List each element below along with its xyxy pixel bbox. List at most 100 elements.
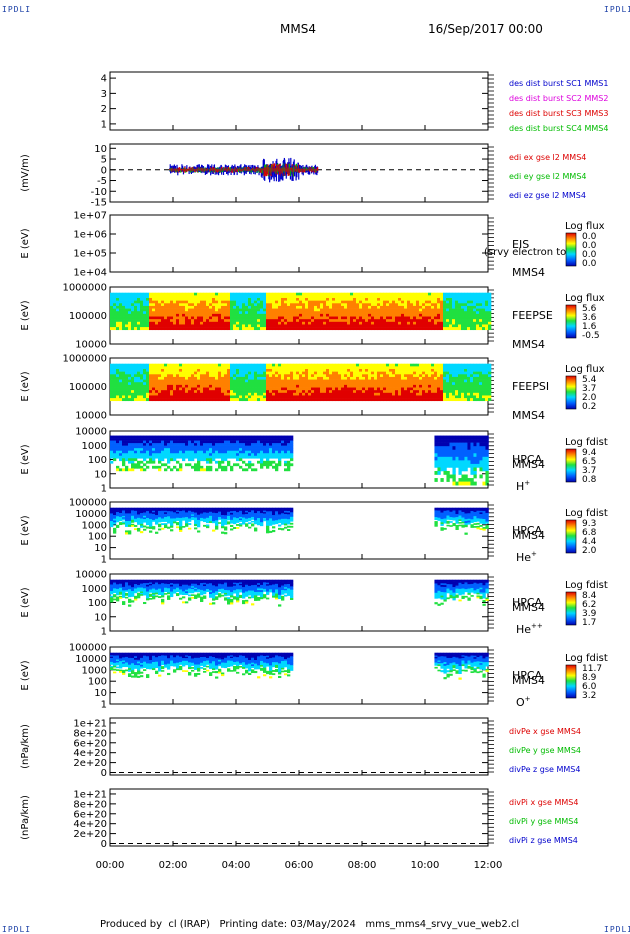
spectrogram-cell — [422, 398, 426, 402]
spectrogram-cell — [116, 387, 120, 391]
plot-title: MMS4 — [280, 22, 316, 36]
spectrogram-cell — [233, 368, 237, 372]
spectrogram-cell — [356, 305, 360, 309]
spectrogram-cell — [287, 395, 291, 399]
spectrogram-cell — [113, 300, 117, 304]
spectrogram-cell — [191, 379, 195, 383]
spectrogram-cell — [410, 392, 414, 396]
spectrogram-cell — [236, 321, 240, 325]
spectrogram-cell — [137, 392, 141, 396]
spectrogram-cell — [248, 374, 252, 378]
spectrogram-cell — [392, 297, 396, 301]
spectrogram-cell — [473, 297, 477, 301]
spectrogram-cell — [374, 305, 378, 309]
spectrogram-cell — [167, 327, 171, 331]
spectrogram-cell — [464, 321, 468, 325]
spectrogram-cell — [146, 390, 150, 394]
spectrogram-cell — [383, 366, 387, 370]
spectrogram-cell — [254, 303, 258, 307]
spectrogram-cell — [128, 300, 132, 304]
spectrogram-cell — [452, 398, 456, 402]
spectrogram-cell — [431, 384, 435, 388]
spectrogram-cell — [455, 392, 459, 396]
spectrogram-cell — [443, 303, 447, 307]
spectrogram-cell — [365, 311, 369, 315]
spectrogram-cell — [470, 387, 474, 391]
spectrogram-cell — [443, 305, 447, 309]
spectrogram-cell — [299, 300, 303, 304]
spectrogram-cell — [248, 387, 252, 391]
spectrogram-cell — [338, 376, 342, 380]
spectrogram-cell — [326, 395, 330, 399]
spectrogram-cell — [278, 392, 282, 396]
spectrogram-cell — [335, 300, 339, 304]
spectrogram-cell — [176, 392, 180, 396]
spectrogram-cell — [128, 455, 132, 459]
spectrogram-cell — [419, 300, 423, 304]
spectrogram-cell — [284, 327, 288, 331]
spectrogram-cell — [302, 398, 306, 402]
spectrogram-cell — [254, 371, 258, 375]
spectrogram-cell — [347, 374, 351, 378]
spectrogram-cell — [395, 379, 399, 383]
spectrogram-cell — [329, 311, 333, 315]
spectrogram-cell — [386, 398, 390, 402]
spectrogram-cell — [440, 292, 444, 296]
spectrogram-cell — [257, 387, 261, 391]
spectrogram-cell — [386, 303, 390, 307]
spectrogram-cell — [185, 311, 189, 315]
spectrogram-cell — [158, 363, 162, 367]
spectrogram-cell — [446, 324, 450, 328]
spectrogram-cell — [122, 327, 126, 331]
spectrogram-cell — [125, 368, 129, 372]
spectrogram-cell — [191, 384, 195, 388]
spectrogram-cell — [167, 311, 171, 315]
spectrogram-cell — [395, 300, 399, 304]
spectrogram-cell — [458, 392, 462, 396]
spectrogram-cell — [173, 327, 177, 331]
spectrogram-cell — [323, 390, 327, 394]
spectrogram-cell — [272, 379, 276, 383]
spectrogram-cell — [296, 384, 300, 388]
spectrogram-cell — [137, 295, 141, 299]
spectrogram-cell — [350, 395, 354, 399]
spectrogram-cell — [314, 368, 318, 372]
spectrogram-cell — [446, 303, 450, 307]
spectrogram-cell — [386, 316, 390, 320]
spectrogram-cell — [245, 319, 249, 323]
spectrogram-cell — [140, 390, 144, 394]
spectrogram-cell — [413, 321, 417, 325]
spectrogram-cell — [335, 392, 339, 396]
spectrogram-cell — [482, 297, 486, 301]
spectrogram-cell — [371, 366, 375, 370]
spectrogram-cell — [125, 374, 129, 378]
spectrogram-cell — [152, 398, 156, 402]
spectrogram-cell — [467, 313, 471, 317]
spectrogram-cell — [380, 384, 384, 388]
spectrogram-cell — [404, 382, 408, 386]
spectrogram-cell — [278, 379, 282, 383]
spectrogram-cell — [371, 379, 375, 383]
spectrogram-cell — [437, 379, 441, 383]
spectrogram-cell — [269, 382, 273, 386]
spectrogram-cell — [305, 292, 309, 296]
spectrogram-cell — [116, 379, 120, 383]
spectrogram-cell — [227, 295, 231, 299]
spectrogram-cell — [350, 295, 354, 299]
spectrogram-cell — [443, 324, 447, 328]
spectrogram-cell — [368, 303, 372, 307]
spectrogram-cell — [290, 376, 294, 380]
spectrogram-cell — [197, 316, 201, 320]
spectrogram-cell — [122, 395, 126, 399]
spectrogram-cell — [116, 443, 120, 446]
spectrogram-cell — [437, 297, 441, 301]
spectrogram-cell — [317, 392, 321, 396]
spectrogram-cell — [485, 371, 489, 375]
spectrogram-cell — [245, 327, 249, 331]
spectrogram-cell — [455, 292, 459, 296]
spectrogram-cell — [401, 313, 405, 317]
spectrogram-cell — [356, 371, 360, 375]
spectrogram-cell — [413, 374, 417, 378]
spectrogram-cell — [488, 363, 492, 367]
spectrogram-cell — [230, 395, 234, 399]
